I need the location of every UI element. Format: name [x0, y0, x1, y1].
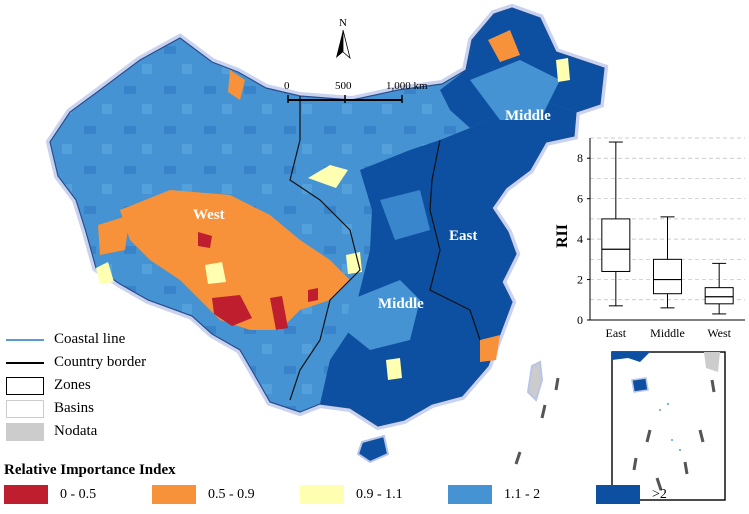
- yellow-patch-6: [386, 358, 402, 380]
- yellow-patch-4: [96, 262, 114, 284]
- rii-legend: Relative Importance Index 0 - 0.5 0.5 - 0…: [4, 462, 744, 504]
- line-legend-row: Coastal line: [6, 328, 236, 351]
- line-legend-swatch: [6, 354, 44, 372]
- orange-patch-northeast: [488, 30, 520, 62]
- red-patch-2: [212, 295, 252, 326]
- ninedash-3: [554, 377, 560, 391]
- rii-legend-label: >2: [652, 486, 667, 502]
- zone-boundary-middle-east: [429, 139, 481, 341]
- orange-patch-west: [98, 215, 130, 255]
- orange-patch-southwest: [120, 190, 350, 330]
- red-patch-1: [198, 232, 212, 248]
- zone-label-middle-northeast: Middle: [505, 108, 551, 124]
- line-legend-label: Country border: [54, 354, 147, 370]
- line-legend-row: Zones: [6, 374, 236, 397]
- line-legend-row: Country border: [6, 351, 236, 374]
- south-sea-inset: [611, 351, 726, 501]
- line-legend-label: Coastal line: [54, 331, 126, 347]
- scale-tick-1000: 1,000 km: [386, 80, 428, 92]
- zone-boundary-west-middle: [289, 96, 361, 401]
- rii-legend-label: 0.9 - 1.1: [356, 486, 403, 502]
- line-legend-row: Basins: [6, 397, 236, 420]
- middle-patch-3: [380, 190, 430, 240]
- box-iqr: [653, 258, 682, 295]
- line-legend-swatch: [6, 331, 44, 349]
- red-patch-3: [270, 296, 288, 330]
- line-legend-swatch: [6, 399, 44, 418]
- x-category-label: East: [605, 326, 626, 340]
- hainan-island: [356, 434, 390, 464]
- zone-label-middle-south: Middle: [378, 296, 424, 312]
- rii-legend-items: 0 - 0.5 0.5 - 0.9 0.9 - 1.1 1.1 - 2 >2: [4, 485, 744, 504]
- rii-legend-item: 0 - 0.5: [4, 485, 152, 504]
- orange-patch-north: [228, 70, 245, 100]
- red-patch-4: [308, 288, 318, 302]
- zone-label-west: West: [193, 207, 225, 223]
- yellow-patch-1: [308, 165, 348, 188]
- rii-legend-label: 1.1 - 2: [504, 486, 541, 502]
- line-legend: Coastal line Country border Zones Basins Nod…: [6, 328, 236, 443]
- yellow-patch-3: [346, 252, 362, 274]
- box-iqr: [601, 218, 631, 272]
- ninedash-2: [540, 404, 547, 419]
- y-tick-label: 6: [577, 192, 583, 206]
- yellow-patch-5: [556, 58, 570, 82]
- line-legend-row: Nodata: [6, 420, 236, 443]
- orange-patch-south: [480, 335, 500, 362]
- north-label: N: [339, 17, 347, 29]
- x-category-label: Middle: [650, 326, 685, 340]
- middle-patch-2: [470, 60, 560, 120]
- line-legend-label: Nodata: [54, 423, 98, 439]
- rii-legend-item: 0.5 - 0.9: [152, 485, 300, 504]
- north-arrow: N: [336, 17, 351, 60]
- middle-patch-1: [345, 280, 420, 350]
- line-legend-swatch: [6, 376, 44, 395]
- zone-label-east: East: [449, 228, 477, 244]
- rii-legend-title: Relative Importance Index: [4, 462, 176, 478]
- china-map: [45, 3, 609, 465]
- rii-legend-label: 0 - 0.5: [60, 486, 97, 502]
- rii-legend-item: >2: [596, 485, 744, 504]
- line-legend-label: Zones: [54, 377, 91, 393]
- rii-legend-item: 0.9 - 1.1: [300, 485, 448, 504]
- rii-legend-swatch: [448, 485, 492, 504]
- scale-tick-500: 500: [335, 80, 352, 92]
- rii-legend-label: 0.5 - 0.9: [208, 486, 255, 502]
- scale-bar: 0 500 1,000 km: [284, 80, 428, 103]
- rii-legend-item: 1.1 - 2: [448, 485, 596, 504]
- y-axis-label: RII: [554, 224, 571, 248]
- rii-legend-swatch: [4, 485, 48, 504]
- yellow-patch-2: [205, 262, 226, 284]
- taiwan-island: [526, 360, 544, 402]
- box-iqr: [704, 287, 734, 305]
- rii-box-plot: 0 2 4 6 8 RII East Middle West: [554, 137, 745, 340]
- line-legend-swatch: [6, 422, 44, 441]
- y-tick-label: 0: [577, 313, 583, 327]
- y-tick-label: 2: [577, 273, 583, 287]
- rii-legend-swatch: [152, 485, 196, 504]
- line-legend-label: Basins: [54, 400, 95, 416]
- rii-legend-swatch: [300, 485, 344, 504]
- x-category-label: West: [707, 326, 731, 340]
- rii-legend-swatch: [596, 485, 640, 504]
- ninedash-1: [514, 451, 522, 465]
- y-tick-label: 4: [577, 232, 583, 246]
- scale-tick-0: 0: [284, 80, 290, 92]
- y-tick-label: 8: [577, 151, 583, 165]
